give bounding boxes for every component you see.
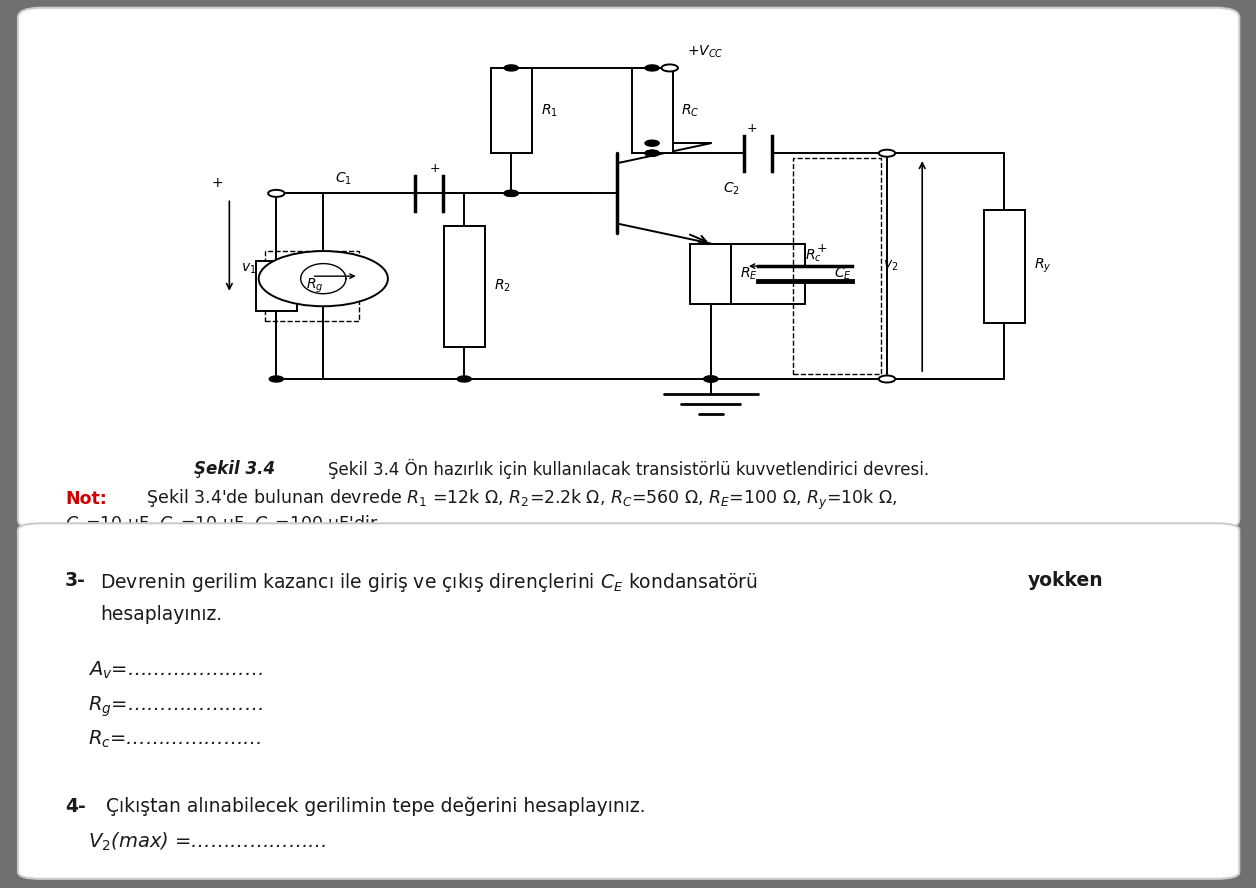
Text: $+V_{CC}$: $+V_{CC}$ — [687, 44, 723, 60]
Text: $R_c$: $R_c$ — [805, 248, 821, 265]
Text: $C_1$=10 μF, $C_2$=10 μF, $C_E$=100 μF'dir: $C_1$=10 μF, $C_2$=10 μF, $C_E$=100 μF'd… — [65, 513, 378, 535]
Bar — [691, 243, 731, 304]
Bar — [793, 158, 882, 374]
FancyBboxPatch shape — [18, 523, 1240, 879]
Text: $R_C$: $R_C$ — [682, 102, 700, 119]
Text: Şekil 3.4: Şekil 3.4 — [195, 460, 275, 479]
FancyBboxPatch shape — [18, 8, 1240, 529]
Text: Devrenin gerilim kazancı ile giriş ve çıkış dirençlerini $C_E$ kondansatörü: Devrenin gerilim kazancı ile giriş ve çı… — [100, 571, 760, 594]
Text: $R_c$=…………………: $R_c$=………………… — [88, 728, 263, 749]
Text: +: + — [816, 242, 828, 255]
Text: hesaplayınız.: hesaplayınız. — [100, 606, 222, 624]
Circle shape — [269, 376, 284, 382]
Text: yokken: yokken — [1027, 571, 1104, 591]
Circle shape — [703, 376, 718, 382]
Text: Çıkıştan alınabilecek gerilimin tepe değerini hesaplayınız.: Çıkıştan alınabilecek gerilimin tepe değ… — [100, 797, 646, 816]
Text: $v_2$: $v_2$ — [883, 259, 899, 274]
Text: +: + — [212, 177, 224, 190]
Text: $R_2$: $R_2$ — [494, 278, 510, 295]
Text: $R_1$: $R_1$ — [540, 102, 558, 119]
Bar — [265, 251, 358, 321]
Circle shape — [268, 190, 285, 197]
Circle shape — [703, 376, 718, 382]
Text: 4-: 4- — [65, 797, 85, 816]
Circle shape — [457, 376, 471, 382]
Text: $R_g$: $R_g$ — [305, 277, 323, 296]
Text: Şekil 3.4'de bulunan devrede $R_1$ =12k $\Omega$, $R_2$=2.2k $\Omega$, $R_C$=560: Şekil 3.4'de bulunan devrede $R_1$ =12k … — [141, 488, 898, 511]
Circle shape — [504, 65, 519, 71]
Bar — [632, 67, 673, 154]
Circle shape — [646, 150, 659, 156]
Text: Not:: Not: — [65, 490, 107, 509]
Text: $R_E$: $R_E$ — [740, 266, 757, 281]
Text: 3-: 3- — [65, 571, 85, 591]
Text: +: + — [746, 122, 757, 135]
Circle shape — [662, 65, 678, 71]
Text: $v_1$: $v_1$ — [241, 261, 256, 276]
Circle shape — [879, 376, 896, 383]
Bar — [443, 226, 485, 346]
Circle shape — [879, 150, 896, 157]
Text: $V_2$(max) =…………………: $V_2$(max) =………………… — [88, 831, 327, 853]
Text: Şekil 3.4 Ön hazırlık için kullanılacak transistörlü kuvvetlendirici devresi.: Şekil 3.4 Ön hazırlık için kullanılacak … — [328, 459, 929, 480]
Circle shape — [504, 190, 519, 196]
Text: $C_1$: $C_1$ — [335, 170, 352, 186]
Circle shape — [646, 140, 659, 147]
Circle shape — [646, 150, 659, 156]
Text: $A_v$=…………………: $A_v$=………………… — [88, 660, 264, 681]
Circle shape — [259, 251, 388, 306]
Text: +: + — [430, 162, 440, 175]
Bar — [491, 67, 531, 154]
Bar — [256, 261, 296, 312]
Text: $C_2$: $C_2$ — [722, 180, 740, 196]
Circle shape — [646, 65, 659, 71]
Text: $R_y$: $R_y$ — [1034, 257, 1051, 275]
Text: $C_E$: $C_E$ — [834, 266, 852, 281]
Bar — [983, 210, 1025, 322]
Text: $R_g$=…………………: $R_g$=………………… — [88, 694, 264, 718]
Circle shape — [504, 190, 519, 196]
